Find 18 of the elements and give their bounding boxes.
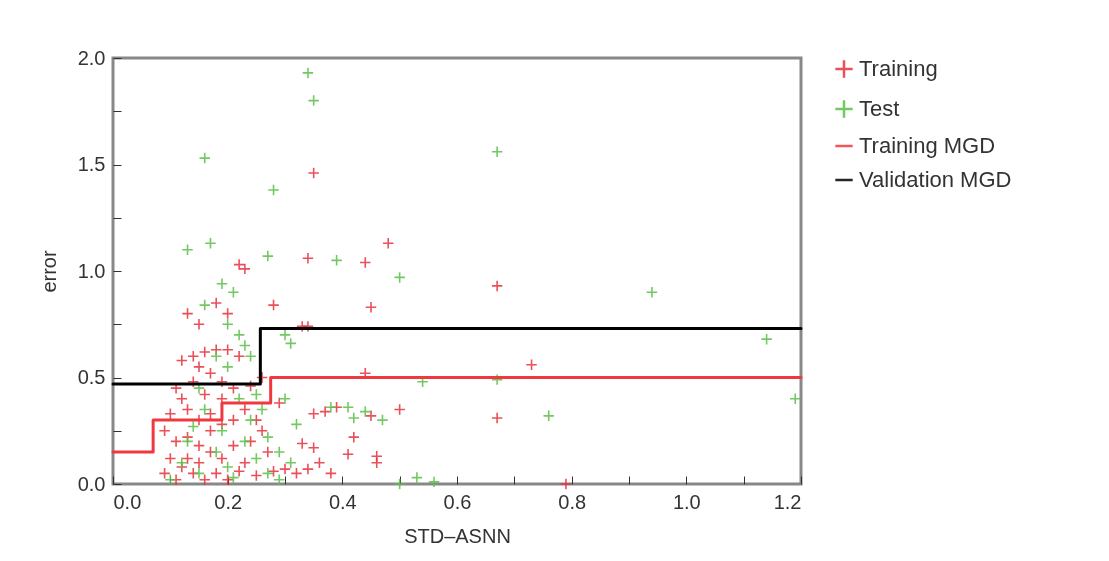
y-tick-label: 1.5 xyxy=(77,153,106,175)
y-tick-label: 0.0 xyxy=(77,472,106,495)
y-tick-label: 2.0 xyxy=(77,46,106,69)
y-tick-label: 1.0 xyxy=(77,259,106,282)
x-axis-title: STD–ASNN xyxy=(404,524,511,547)
legend-label: Test xyxy=(859,96,900,121)
x-tick-label: 0.2 xyxy=(214,490,243,513)
y-tick-label: 0.5 xyxy=(77,366,106,388)
x-tick-label: 1.2 xyxy=(773,490,802,513)
x-tick-label: 0.4 xyxy=(328,490,357,513)
legend-label: Training xyxy=(859,56,938,81)
x-tick-label: 0.6 xyxy=(443,490,472,513)
x-tick-label: 1.0 xyxy=(672,490,701,513)
legend-label: Training MGD xyxy=(859,133,996,158)
y-axis-title: error xyxy=(37,250,60,293)
x-tick-label: 0.8 xyxy=(558,490,587,513)
legend-label: Validation MGD xyxy=(859,167,1012,192)
x-tick-label: 0.0 xyxy=(113,490,142,513)
